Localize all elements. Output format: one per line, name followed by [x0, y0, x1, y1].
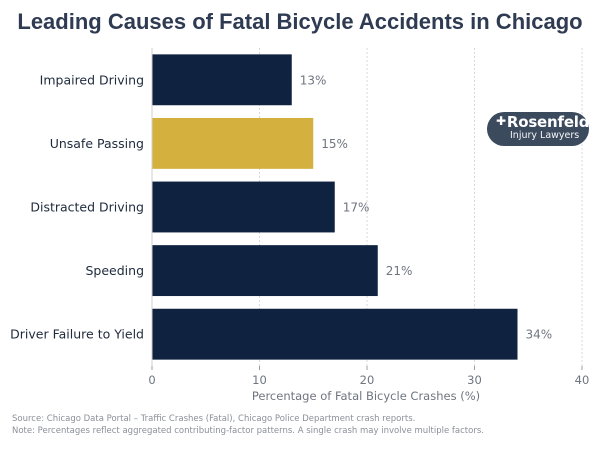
category-label: Distracted Driving	[30, 200, 144, 215]
value-label: 34%	[526, 328, 553, 342]
methodology-note: Note: Percentages reflect aggregated con…	[12, 425, 484, 436]
bar-unsafe-passing	[152, 117, 314, 169]
bar-impaired-driving	[152, 54, 292, 106]
value-label: 21%	[386, 264, 413, 278]
value-labels: 13% 15% 17% 21% 34%	[300, 73, 552, 341]
x-axis: 0 10 20 30 40	[148, 48, 589, 387]
x-tick-label: 30	[467, 373, 482, 387]
source-note: Source: Chicago Data Portal – Traffic Cr…	[12, 414, 416, 424]
value-label: 13%	[300, 73, 327, 87]
x-tick-label: 40	[575, 373, 590, 387]
category-labels: Impaired Driving Unsafe Passing Distracted…	[10, 72, 144, 341]
x-tick-label: 20	[360, 373, 375, 387]
bar-speeding	[152, 245, 378, 297]
x-axis-label: Percentage of Fatal Bicycle Crashes (%)	[252, 389, 480, 403]
logo-name-text: Rosenfeld	[506, 113, 590, 131]
logo-name: ✚Rosenfeld	[496, 113, 589, 131]
bar-distracted-driving	[152, 181, 335, 233]
category-label: Driver Failure to Yield	[10, 327, 144, 342]
category-label: Impaired Driving	[40, 72, 144, 87]
cross-icon: ✚	[496, 114, 506, 128]
x-tick-label: 10	[252, 373, 267, 387]
value-label: 15%	[321, 137, 348, 151]
chart-title: Leading Causes of Fatal Bicycle Accident…	[17, 9, 583, 34]
logo-tagline: Injury Lawyers	[510, 130, 580, 141]
rosenfeld-logo: ✚Rosenfeld Injury Lawyers	[487, 112, 589, 146]
category-label: Speeding	[85, 263, 144, 278]
value-label: 17%	[343, 201, 370, 215]
category-label: Unsafe Passing	[50, 136, 144, 151]
bars	[152, 54, 518, 360]
bar-driver-failure-to-yield	[152, 308, 518, 360]
footer: Source: Chicago Data Portal – Traffic Cr…	[12, 414, 484, 437]
x-tick-label: 0	[148, 373, 155, 387]
